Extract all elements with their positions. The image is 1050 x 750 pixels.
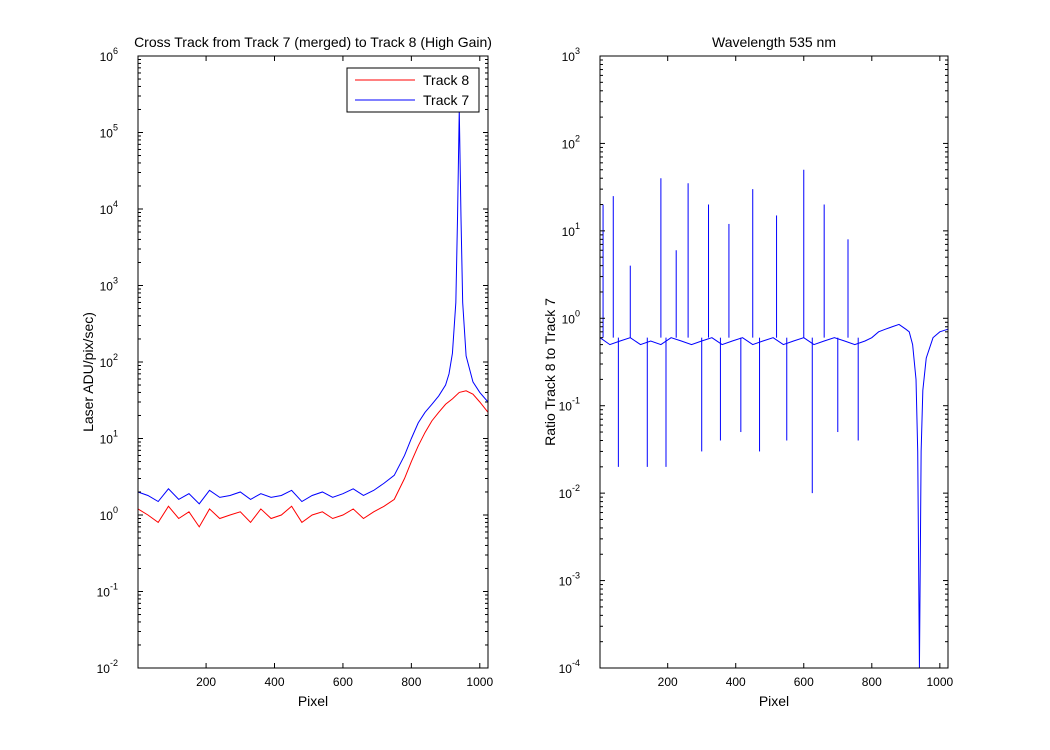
legend-box	[346, 67, 480, 113]
series-line	[137, 390, 489, 528]
legend-label: Track 7	[423, 92, 469, 108]
x-axis-label: Pixel	[759, 693, 789, 709]
x-tick-label: 800	[862, 675, 882, 689]
y-tick-label: 101	[100, 429, 118, 447]
y-tick-exponent: -3	[572, 571, 580, 581]
y-tick-exponent: 1	[575, 221, 580, 231]
y-tick-label: 105	[100, 123, 118, 141]
y-tick-label: 10-4	[559, 658, 580, 676]
y-tick-base: 10	[100, 356, 114, 370]
y-tick-exponent: -2	[572, 483, 580, 493]
y-tick-base: 10	[559, 575, 573, 589]
y-tick-label: 10-2	[97, 658, 118, 676]
y-tick-exponent: 0	[113, 505, 118, 515]
x-tick-label: 400	[726, 675, 746, 689]
y-tick-label: 106	[100, 46, 118, 64]
y-tick-label: 102	[562, 133, 580, 151]
y-tick-base: 10	[562, 137, 576, 151]
x-tick-label: 200	[658, 675, 678, 689]
y-tick-label: 101	[562, 221, 580, 239]
y-tick-exponent: 2	[113, 352, 118, 362]
x-tick-label: 600	[794, 675, 814, 689]
x-tick-label: 1000	[926, 675, 953, 689]
y-tick-base: 10	[97, 662, 111, 676]
x-tick-label: 800	[401, 675, 421, 689]
chart-title: Cross Track from Track 7 (merged) to Tra…	[134, 34, 492, 50]
y-tick-label: 10-3	[559, 571, 580, 589]
y-tick-exponent: 2	[575, 133, 580, 143]
y-tick-base: 10	[100, 280, 114, 294]
y-tick-exponent: 6	[113, 46, 118, 56]
y-tick-exponent: -4	[572, 658, 580, 668]
chart-left: 200 400 600 800 100010-210-11001011021031041…	[80, 34, 493, 709]
y-tick-exponent: 1	[113, 429, 118, 439]
y-tick-exponent: -1	[572, 396, 580, 406]
y-tick-base: 10	[97, 586, 111, 600]
series-line	[137, 109, 489, 505]
x-axis-label: Pixel	[298, 693, 328, 709]
y-tick-exponent: -1	[110, 582, 118, 592]
y-tick-label: 103	[562, 46, 580, 64]
y-tick-base: 10	[100, 50, 114, 64]
y-tick-base: 10	[559, 400, 573, 414]
y-tick-label: 10-2	[559, 483, 580, 501]
y-tick-base: 10	[100, 203, 114, 217]
y-tick-exponent: 3	[113, 276, 118, 286]
y-tick-exponent: 4	[113, 199, 118, 209]
y-tick-exponent: -2	[110, 658, 118, 668]
y-tick-label: 104	[100, 199, 118, 217]
y-tick-label: 103	[100, 276, 118, 294]
y-tick-base: 10	[559, 662, 573, 676]
x-tick-label: 600	[333, 675, 353, 689]
y-tick-label: 10-1	[559, 396, 580, 414]
y-tick-base: 10	[100, 127, 114, 141]
y-tick-exponent: 0	[575, 308, 580, 318]
y-axis-label: Ratio Track 8 to Track 7	[542, 298, 558, 446]
y-tick-exponent: 3	[575, 46, 580, 56]
y-tick-base: 10	[100, 509, 114, 523]
y-tick-base: 10	[562, 50, 576, 64]
y-tick-exponent: 5	[113, 123, 118, 133]
plot-area	[600, 56, 948, 668]
y-tick-base: 10	[562, 312, 576, 326]
x-tick-label: 400	[264, 675, 284, 689]
y-tick-base: 10	[562, 225, 576, 239]
y-axis-label: Laser ADU/pix/sec)	[80, 312, 96, 432]
axes-box	[599, 55, 949, 669]
y-tick-label: 100	[562, 308, 580, 326]
chart-right: 200 400 600 800 100010-410-310-210-110010110…	[542, 34, 954, 709]
plot-area	[138, 56, 488, 668]
y-tick-label: 10-1	[97, 582, 118, 600]
x-tick-label: 1000	[466, 675, 493, 689]
chart-title: Wavelength 535 nm	[712, 34, 836, 50]
y-tick-base: 10	[100, 433, 114, 447]
y-tick-label: 102	[100, 352, 118, 370]
y-tick-base: 10	[559, 487, 573, 501]
legend-label: Track 8	[423, 72, 469, 88]
series-line	[599, 323, 949, 669]
x-tick-label: 200	[196, 675, 216, 689]
y-tick-label: 100	[100, 505, 118, 523]
